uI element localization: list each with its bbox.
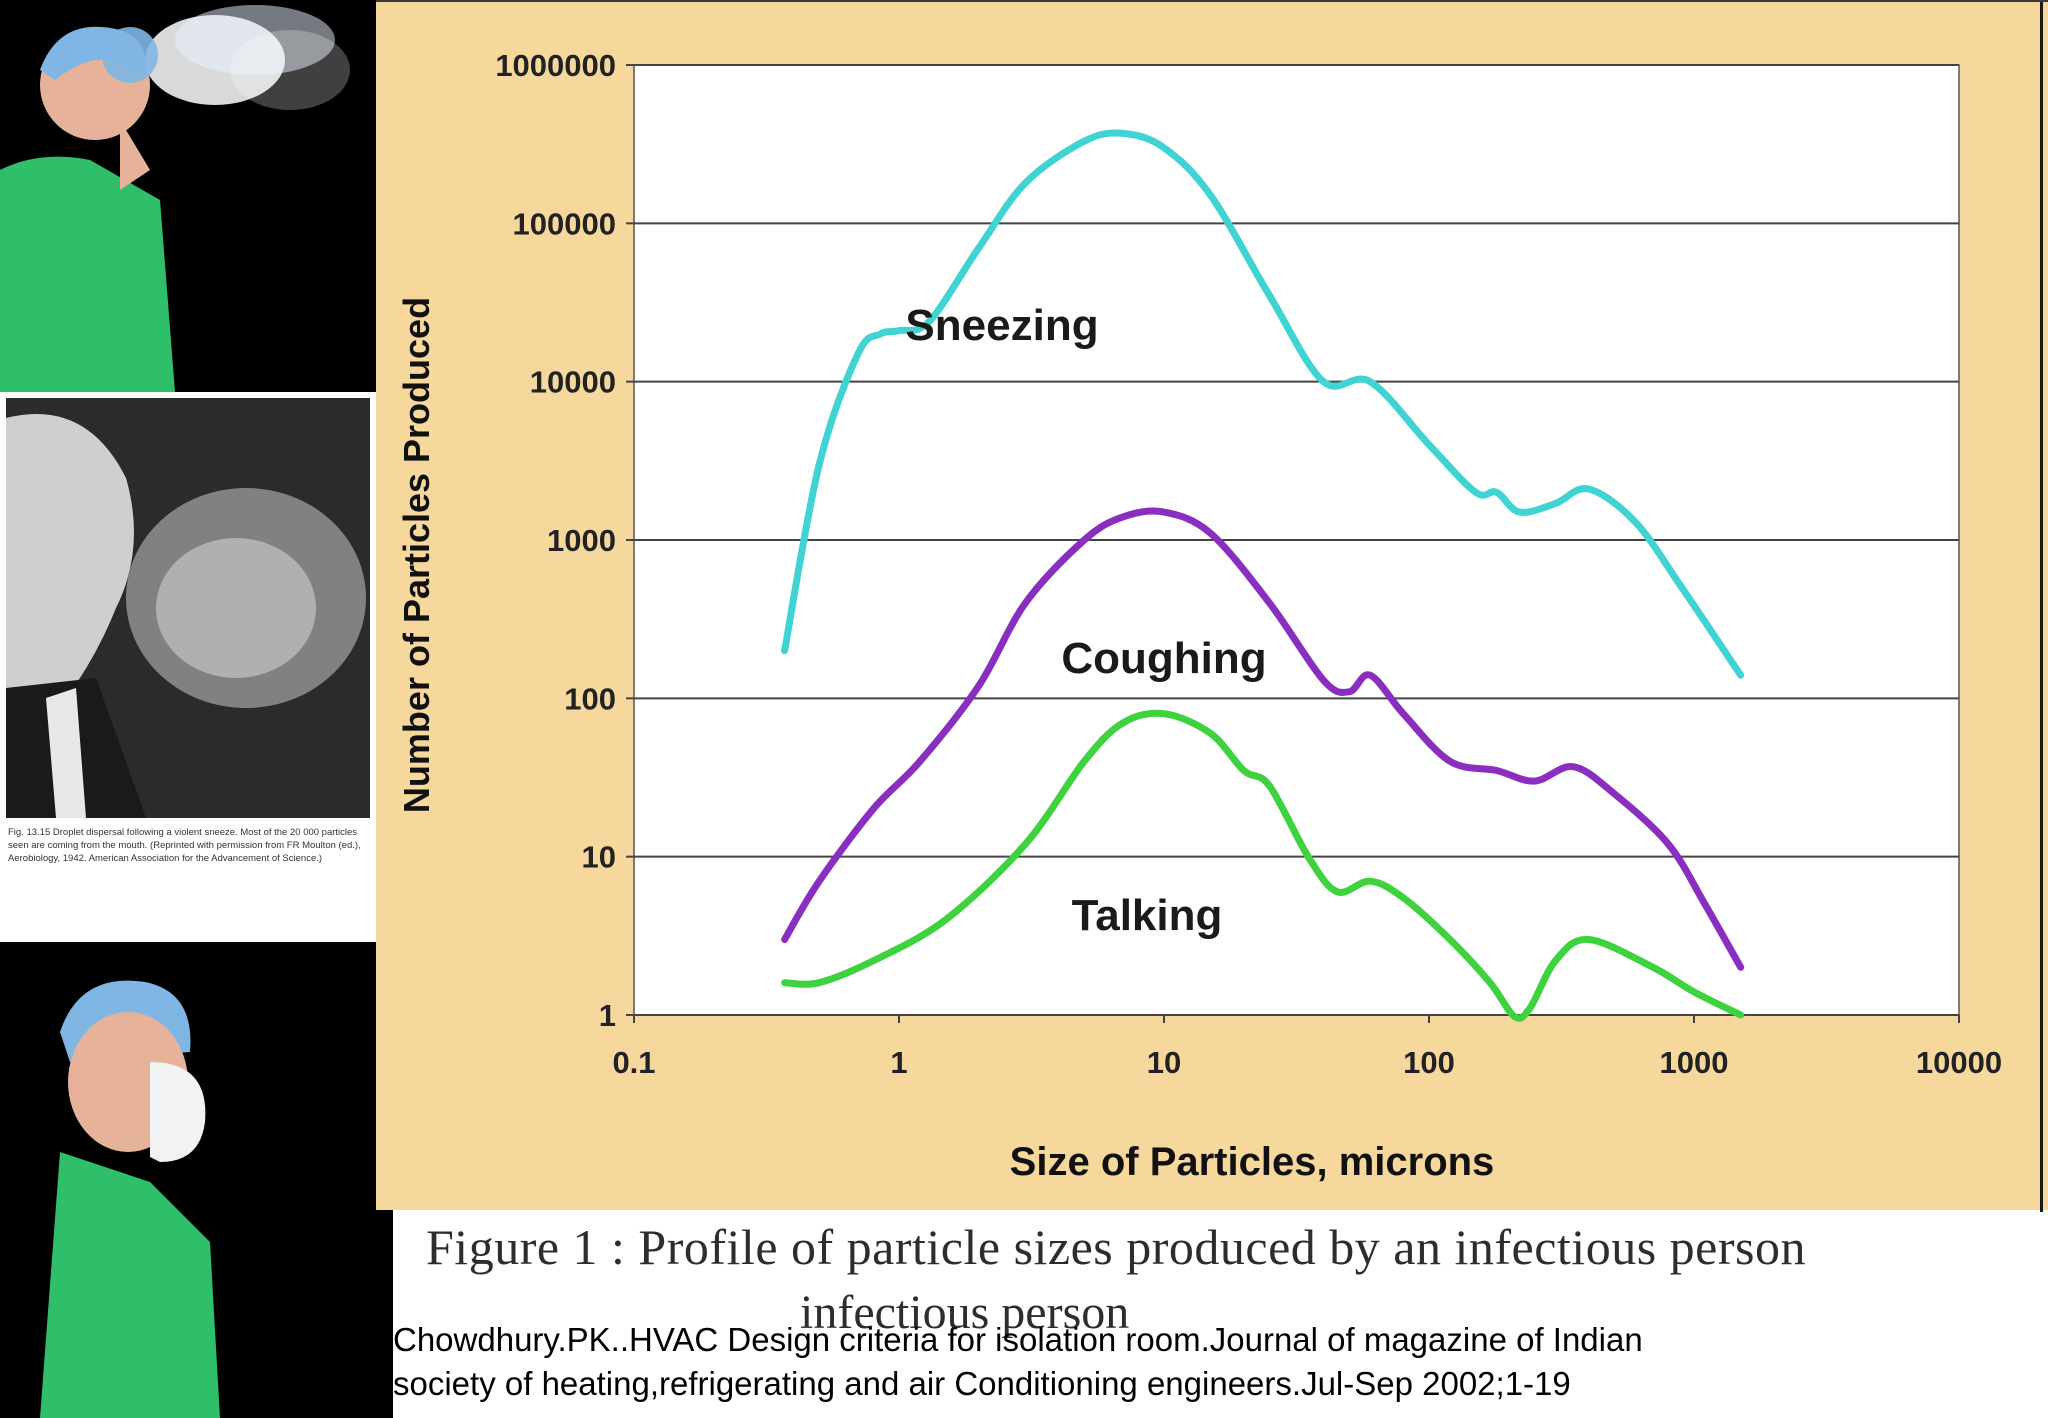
x-axis-title: Size of Particles, microns [1010, 1140, 1495, 1184]
figure-caption: Figure 1 : Profile of particle sizes pro… [426, 1219, 1806, 1275]
label-coughing: Coughing [1061, 634, 1266, 683]
series-line-talking [781, 709, 1745, 1022]
sneeze-photo-illustration [0, 0, 376, 392]
citation: Chowdhury.PK..HVAC Design criteria for i… [393, 1318, 1793, 1406]
series-line-coughing [781, 507, 1745, 971]
y-tick-label: 1000 [547, 523, 616, 558]
y-tick-label: 10 [582, 840, 616, 875]
x-tick-label: 1000 [1660, 1045, 1729, 1080]
label-talking: Talking [1072, 891, 1223, 940]
y-tick-label: 1000000 [495, 48, 616, 83]
y-tick-label: 100 [564, 681, 616, 716]
x-tick-label: 10 [1147, 1045, 1181, 1080]
masked-person-illustration [0, 942, 393, 1418]
axis-ticks: 1 10 100 1000 10000 100000 1000000 0.1 1 10 100 100… [495, 48, 2002, 1080]
chart-panel: 1 10 100 1000 10000 100000 1000000 0.1 1 10 100 100… [376, 0, 2048, 1212]
grid-lines [634, 64, 1959, 1016]
sneeze-photo [0, 0, 376, 392]
x-tick-label: 0.1 [612, 1045, 655, 1080]
panel-right-border [2040, 2, 2043, 1212]
citation-line-2: society of heating,refrigerating and air… [393, 1365, 1571, 1402]
citation-line-1: Chowdhury.PK..HVAC Design criteria for i… [393, 1321, 1643, 1358]
series-line-sneezing [781, 129, 1745, 679]
photo-caption: Fig. 13.15 Droplet dispersal following a… [8, 827, 361, 864]
y-axis-title: Number of Particles Produced [396, 297, 437, 813]
historic-sneeze-image [6, 398, 370, 818]
series-lines [781, 129, 1745, 1022]
y-tick-label: 100000 [513, 206, 616, 241]
x-tick-label: 10000 [1916, 1045, 2002, 1080]
x-tick-label: 1 [890, 1045, 907, 1080]
x-tick-label: 100 [1403, 1045, 1455, 1080]
y-tick-label: 10000 [530, 365, 616, 400]
masked-person-photo [0, 942, 393, 1418]
particle-size-chart: 1 10 100 1000 10000 100000 1000000 0.1 1 10 100 100… [396, 48, 2002, 1184]
historic-sneeze-photo: Fig. 13.15 Droplet dispersal following a… [0, 392, 376, 942]
label-sneezing: Sneezing [905, 301, 1098, 350]
figure-caption-overflow: infectious person [800, 1286, 1130, 1339]
y-tick-label: 1 [599, 998, 616, 1033]
